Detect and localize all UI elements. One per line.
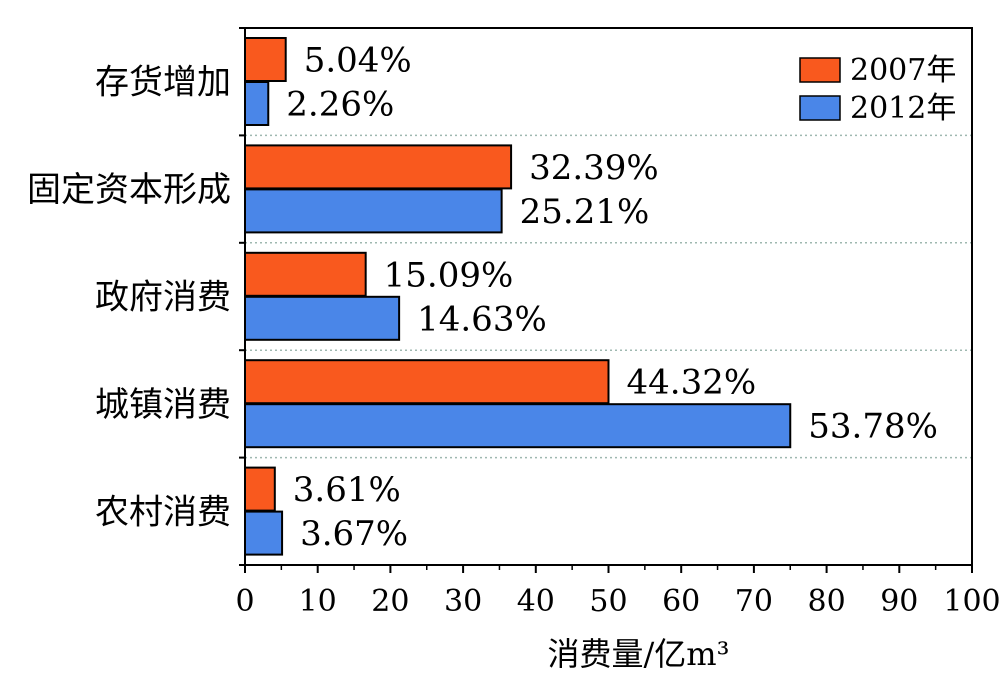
bar-value-label: 44.32% <box>627 363 757 403</box>
x-axis-title: 消费量/亿m³ <box>548 635 730 673</box>
x-tick-label: 80 <box>808 584 846 619</box>
bar-value-label: 32.39% <box>529 148 659 188</box>
bar-value-label: 3.61% <box>293 470 401 510</box>
category-label: 固定资本形成 <box>27 170 231 210</box>
bar-value-label: 25.21% <box>520 192 650 232</box>
bar-value-label: 15.09% <box>384 255 514 295</box>
x-tick-label: 0 <box>235 584 254 619</box>
x-tick-label: 60 <box>662 584 700 619</box>
bar-series-1 <box>244 251 367 297</box>
bar-series-2 <box>244 510 284 556</box>
bar-series-1 <box>244 359 610 405</box>
x-tick-label: 20 <box>371 584 409 619</box>
x-tick-label: 40 <box>517 584 555 619</box>
bar-series-1 <box>244 144 513 190</box>
x-tick-label: 100 <box>943 584 1000 619</box>
bar-value-label: 14.63% <box>417 299 547 339</box>
bar-value-label: 5.04% <box>304 41 412 81</box>
data-labels: 5.04% 32.39% 15.09% 44.32% 3.61% 2.26% 25.21% 1… <box>286 41 938 555</box>
bar-series-2 <box>244 403 792 449</box>
bar-value-label: 2.26% <box>286 85 394 125</box>
legend-label: 2012年 <box>850 91 956 126</box>
x-tick-label: 90 <box>880 584 918 619</box>
bar-series-2 <box>244 295 401 341</box>
category-label: 政府消费 <box>95 278 231 318</box>
x-tick-label: 10 <box>299 584 337 619</box>
category-separators <box>245 134 972 459</box>
bars <box>244 37 792 556</box>
bar-series-1 <box>244 466 276 512</box>
bar-value-label: 3.67% <box>300 514 408 554</box>
bar-series-2 <box>244 81 270 126</box>
category-label: 农村消费 <box>95 492 231 532</box>
category-label: 城镇消费 <box>95 385 231 425</box>
category-label: 存货增加 <box>95 63 231 103</box>
bar-series-2 <box>244 188 503 234</box>
x-tick-label: 30 <box>444 584 482 619</box>
x-tick-label: 70 <box>735 584 773 619</box>
bar-series-1 <box>244 37 287 82</box>
x-tick-label: 50 <box>589 584 627 619</box>
bar-value-label: 53.78% <box>808 407 938 447</box>
plot-frame <box>244 27 973 566</box>
legend-label: 2007年 <box>850 53 956 88</box>
x-axis-ticks: 0 10 20 30 40 50 60 70 80 90 100 <box>235 27 1000 619</box>
legend-swatch <box>799 95 841 121</box>
legend-swatch <box>799 57 841 83</box>
